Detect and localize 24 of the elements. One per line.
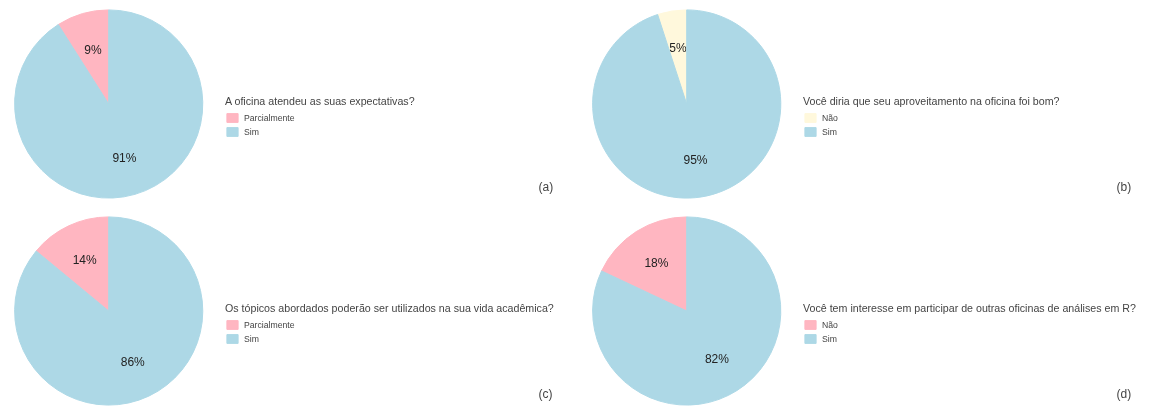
legend-label: Sim (822, 333, 838, 344)
legend-title: Os tópicos abordados poderão ser utilizados na sua vida acadêmica? (225, 302, 554, 314)
legend-label: Sim (244, 126, 260, 137)
legend-title: Você diria que seu aproveitamento na oficina foi bom? (803, 95, 1060, 107)
data-label: 91% (112, 151, 137, 166)
legend-label: Não (822, 112, 839, 123)
text: (c) (538, 386, 553, 401)
legend-label: Sim (822, 126, 838, 137)
legend-label: Parcialmente (244, 319, 295, 330)
text: (a) (538, 179, 554, 194)
data-label: 86% (120, 355, 146, 370)
data-label: 9% (84, 42, 102, 57)
legend-label: Não (822, 319, 839, 330)
legend-label: Sim (244, 333, 260, 344)
legend-label: Parcialmente (244, 112, 295, 123)
legend-title: Você tem interesse em participar de outras oficinas de análises em R? (803, 302, 1136, 314)
text: (d) (1116, 386, 1132, 401)
data-label: 14% (72, 252, 98, 267)
text: (b) (1116, 179, 1132, 194)
data-label: 95% (683, 152, 708, 167)
data-label: 18% (644, 256, 669, 271)
data-label: 82% (704, 351, 730, 366)
legend-title: A oficina atendeu as suas expectativas? (225, 95, 415, 107)
data-label: 5% (669, 41, 687, 56)
